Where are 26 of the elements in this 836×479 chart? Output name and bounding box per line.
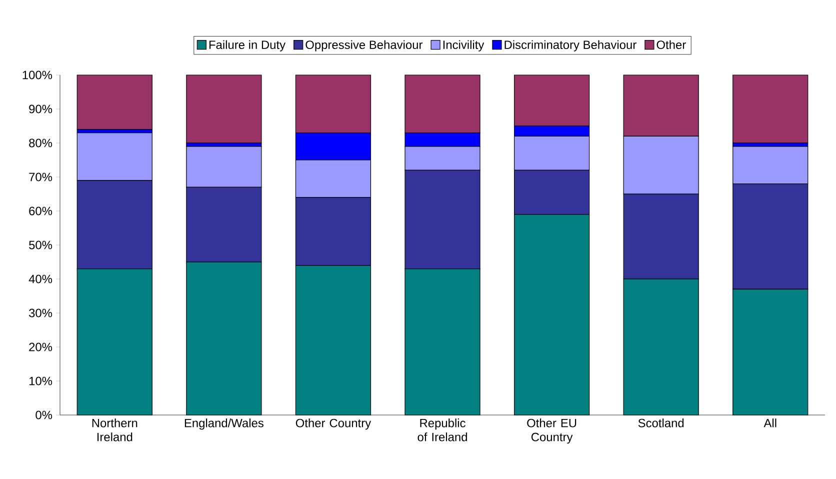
y-tick-label: 10% [29, 376, 52, 386]
bar [732, 74, 808, 144]
legend-label: Oppressive Behaviour [306, 40, 423, 52]
y-tick-label: 40% [28, 274, 52, 284]
legend-label: Discriminatory Behaviour [504, 40, 636, 52]
x-tick-label: Other Country [296, 418, 372, 430]
y-tick-label: 30% [29, 308, 52, 318]
x-tick-label: Other EU Country [527, 418, 576, 444]
y-tick-label: 100% [22, 70, 52, 80]
bar [76, 74, 152, 130]
x-tick-label: Republic of Ireland [418, 418, 467, 442]
bar [186, 74, 262, 144]
y-tick-label: 70% [29, 172, 52, 182]
y-tick-label: 0% [36, 410, 52, 420]
y-tick-label: 60% [29, 206, 52, 216]
x-tick-label: England/Wales [184, 418, 264, 430]
y-tick-label: 80% [29, 138, 52, 148]
x-tick-label: Scotland [638, 418, 684, 428]
y-tick-label: 20% [29, 342, 52, 352]
y-tick-label: 50% [29, 240, 52, 250]
legend-label: Other [656, 40, 686, 50]
y-tick-label: 90% [29, 104, 52, 114]
legend-label: Incivility [443, 40, 484, 52]
x-tick-label: All [764, 418, 776, 428]
legend-label: Failure in Duty [209, 40, 286, 52]
x-tick-label: Northern Ireland [92, 418, 138, 442]
